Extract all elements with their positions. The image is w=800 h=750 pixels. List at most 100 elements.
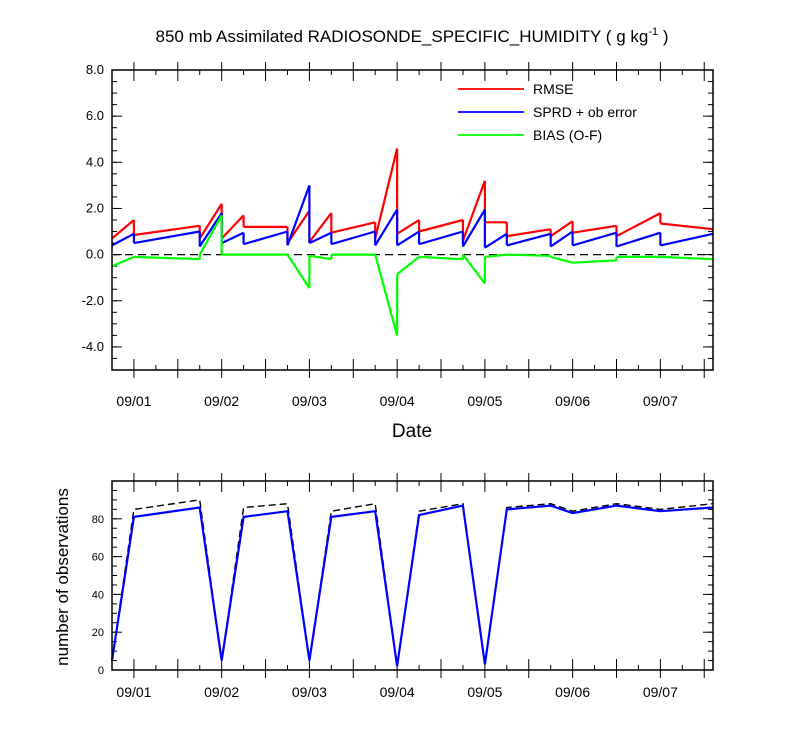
bot-y-tick-label: 20 bbox=[92, 627, 104, 639]
bot-x-tick-label: 09/07 bbox=[643, 684, 678, 700]
bot-x-tick-label: 09/01 bbox=[116, 684, 151, 700]
top-y-tick-label: 0.0 bbox=[86, 247, 104, 262]
top-x-tick-label: 09/05 bbox=[467, 393, 502, 409]
top-x-tick-labels: 09/01 09/02 09/03 09/04 09/05 09/06 09/07 bbox=[116, 393, 678, 409]
series-line-segment bbox=[660, 222, 714, 231]
series-line-segment bbox=[308, 231, 332, 245]
series-observations-used bbox=[110, 504, 714, 667]
series-line-segment bbox=[198, 203, 223, 240]
legend-label: RMSE bbox=[533, 81, 573, 97]
series-line-segment bbox=[418, 230, 464, 246]
series-line-segment bbox=[419, 255, 463, 261]
series-line-segment bbox=[461, 209, 486, 248]
series-line-segment bbox=[286, 253, 311, 289]
y-axis-label: number of observations bbox=[53, 488, 72, 666]
bot-x-tick-label: 09/06 bbox=[555, 684, 590, 700]
chart-title-superscript: -1 bbox=[648, 26, 658, 38]
series-line-segment bbox=[374, 254, 399, 336]
legend-label: SPRD + ob error bbox=[533, 104, 637, 120]
bottom-series-layer bbox=[110, 499, 714, 667]
series-line-segment bbox=[396, 256, 420, 276]
bottom-y-tick-labels: 0 20 40 60 80 bbox=[92, 514, 104, 677]
series-line-segment bbox=[133, 230, 200, 245]
top-chart: 850 mb Assimilated RADIOSONDE_SPECIFIC_H… bbox=[82, 26, 714, 442]
top-y-tick-labels: -4.0 -2.0 0.0 2.0 4.0 6.0 8.0 bbox=[82, 62, 104, 354]
legend-label: BIAS (O-F) bbox=[533, 127, 602, 143]
chart-title: 850 mb Assimilated RADIOSONDE_SPECIFIC_H… bbox=[156, 26, 669, 46]
series-bias-o-f bbox=[111, 214, 714, 336]
top-x-tick-label: 09/02 bbox=[204, 393, 239, 409]
series-line-segment bbox=[616, 231, 661, 248]
series-line-segment bbox=[572, 231, 617, 247]
top-x-tick-label: 09/07 bbox=[643, 393, 678, 409]
series-line-segment bbox=[461, 180, 486, 242]
chart-title-end: ) bbox=[658, 27, 668, 46]
series-line-segment bbox=[660, 232, 714, 247]
bottom-x-tick-labels: 09/01 09/02 09/03 09/04 09/05 09/06 09/07 bbox=[116, 684, 678, 700]
chart-title-main: 850 mb Assimilated RADIOSONDE_SPECIFIC_H… bbox=[156, 27, 649, 46]
series-line-segment bbox=[374, 209, 399, 246]
series-line-segment bbox=[550, 220, 574, 238]
series-line-segment bbox=[396, 230, 420, 247]
top-y-tick-label: 4.0 bbox=[86, 154, 104, 169]
bottom-tick-layer bbox=[111, 473, 713, 678]
series-line-segment bbox=[484, 253, 507, 258]
series-line-segment bbox=[506, 232, 551, 247]
top-x-tick-label: 09/03 bbox=[292, 393, 327, 409]
series-line-segment bbox=[198, 214, 223, 256]
series-line-segment bbox=[396, 219, 420, 235]
series-line-segment bbox=[330, 230, 376, 246]
series-observations-available bbox=[111, 499, 714, 667]
bot-x-tick-label: 09/02 bbox=[204, 684, 239, 700]
series-line-segment bbox=[550, 255, 573, 264]
series-line-segment bbox=[374, 148, 399, 239]
series-sprd-ob-error bbox=[111, 185, 714, 249]
bot-y-tick-label: 80 bbox=[92, 514, 104, 526]
top-y-tick-label: -4.0 bbox=[82, 339, 104, 354]
series-line-segment bbox=[572, 259, 617, 264]
series-line-segment bbox=[462, 253, 486, 285]
bot-y-tick-label: 60 bbox=[92, 552, 104, 564]
bot-y-tick-label: 0 bbox=[98, 665, 104, 677]
bot-x-tick-label: 09/03 bbox=[292, 684, 327, 700]
top-x-tick-label: 09/01 bbox=[116, 393, 151, 409]
series-line-segment bbox=[111, 219, 135, 240]
series-line-segment bbox=[221, 231, 245, 245]
series-line-segment bbox=[133, 224, 200, 237]
x-axis-label: Date bbox=[392, 421, 432, 442]
top-y-tick-label: 6.0 bbox=[86, 108, 104, 123]
top-x-tick-label: 09/04 bbox=[380, 393, 415, 409]
series-line-segment bbox=[418, 218, 464, 233]
series-rmse bbox=[111, 148, 714, 244]
bottom-chart: 0 20 40 60 80 09/01 09/02 09/03 09/04 09/05 09/06… bbox=[53, 473, 714, 700]
series-line-segment bbox=[111, 255, 135, 268]
series-line-segment bbox=[572, 224, 617, 234]
series-line-segment bbox=[506, 253, 551, 257]
series-line-segment bbox=[133, 255, 200, 261]
bot-y-tick-label: 40 bbox=[92, 589, 104, 601]
bot-x-tick-label: 09/05 bbox=[467, 684, 502, 700]
top-y-tick-label: 8.0 bbox=[86, 62, 104, 77]
top-series-layer bbox=[111, 148, 714, 336]
series-line-segment bbox=[550, 230, 574, 248]
top-plot-frame bbox=[111, 69, 714, 371]
series-line-segment bbox=[506, 228, 551, 238]
top-x-tick-label: 09/06 bbox=[555, 393, 590, 409]
bottom-plot-frame bbox=[111, 480, 714, 671]
series-line-segment bbox=[484, 232, 508, 249]
series-line-segment bbox=[331, 221, 376, 234]
series-line-segment bbox=[286, 185, 311, 246]
series-line-segment bbox=[615, 212, 661, 238]
series-line-segment bbox=[198, 212, 223, 248]
top-y-tick-label: -2.0 bbox=[82, 293, 104, 308]
series-line-segment bbox=[660, 255, 714, 261]
bot-x-tick-label: 09/04 bbox=[380, 684, 415, 700]
series-line-segment bbox=[220, 214, 245, 240]
series-line-segment bbox=[309, 254, 332, 261]
legend: RMSE SPRD + ob error BIAS (O-F) bbox=[458, 81, 637, 143]
top-y-tick-label: 2.0 bbox=[86, 200, 104, 215]
series-line-segment bbox=[308, 212, 333, 243]
series-line-segment bbox=[243, 230, 288, 246]
series-line-segment bbox=[111, 232, 135, 247]
